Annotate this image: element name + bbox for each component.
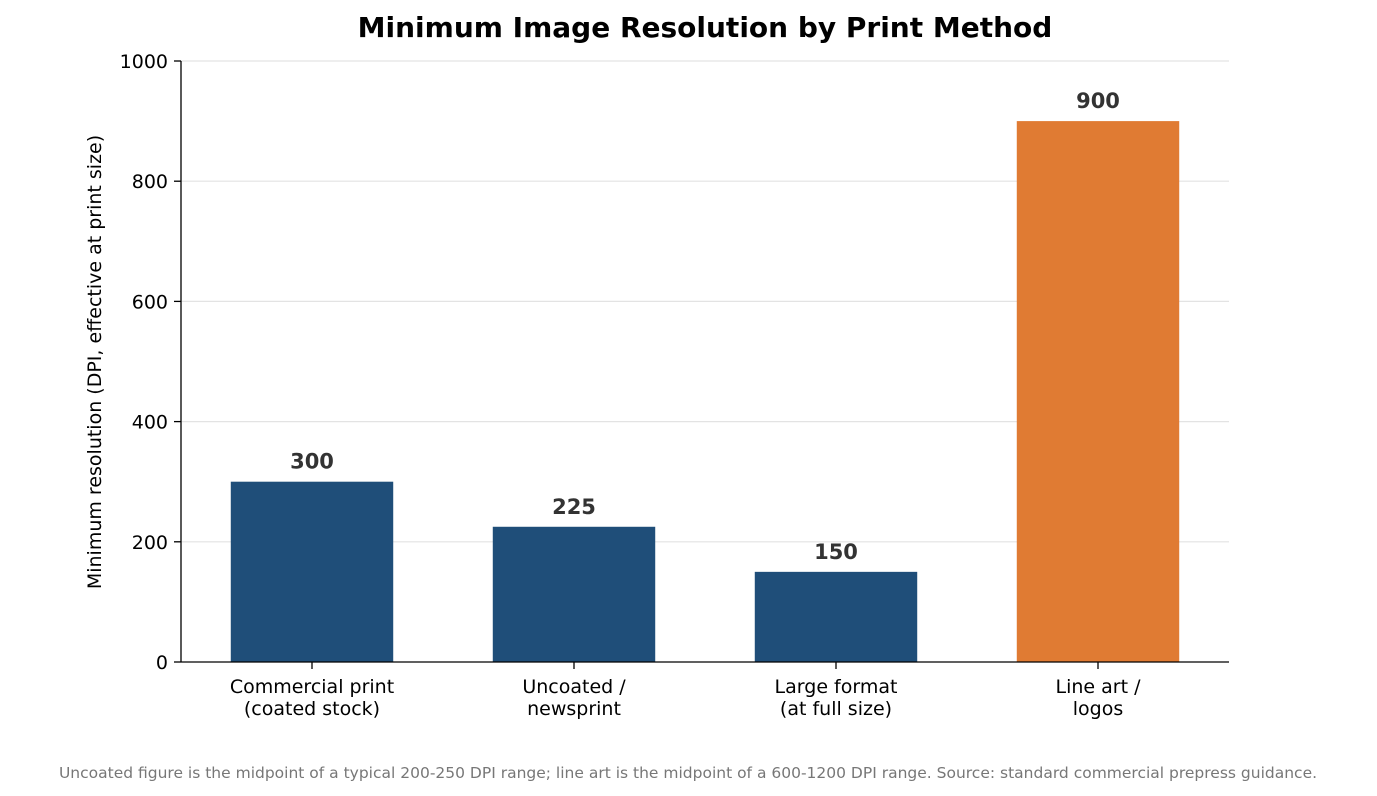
x-tick-label-line: (coated stock) [244,698,380,720]
x-tick-label: Commercial print (coated stock) [230,676,394,720]
x-tick-label-line: (at full size) [780,698,892,720]
bar-value-label: 150 [814,540,858,564]
y-tick-label: 0 [156,652,168,674]
x-tick-label-line: newsprint [527,698,621,720]
y-tick-label: 1000 [120,51,168,73]
x-tick-label: Line art / logos [1056,676,1142,720]
x-tick-label: Uncoated / newsprint [522,676,626,720]
bar [1016,121,1180,663]
bar [230,481,394,662]
bar-value-label: 225 [552,495,596,519]
y-tick-label: 800 [132,171,168,193]
x-tick-label-line: logos [1073,698,1124,720]
x-tick-label-line: Commercial print [230,676,394,698]
bar [492,526,656,662]
value-labels: 300 225 150 900 [290,89,1120,564]
bar [754,571,918,662]
y-tick-label: 200 [132,532,168,554]
chart-title: Minimum Image Resolution by Print Method [358,11,1053,44]
y-tick-label: 400 [132,412,168,434]
bar-value-label: 900 [1076,89,1120,113]
bars [230,121,1180,663]
x-tick-label: Large format (at full size) [775,676,898,720]
x-tick-label-line: Uncoated / [522,676,626,698]
x-ticks: Commercial print (coated stock) Uncoated /… [230,662,1141,720]
footnote: Uncoated figure is the midpoint of a typ… [59,764,1317,782]
bar-value-label: 300 [290,450,334,474]
y-ticks: 0 200 400 600 800 1000 [120,51,181,674]
y-axis-label: Minimum resolution (DPI, effective at pr… [84,135,106,589]
x-tick-label-line: Large format [775,676,898,698]
x-tick-label-line: Line art / [1056,676,1142,698]
y-tick-label: 600 [132,291,168,313]
axes [180,61,1229,663]
